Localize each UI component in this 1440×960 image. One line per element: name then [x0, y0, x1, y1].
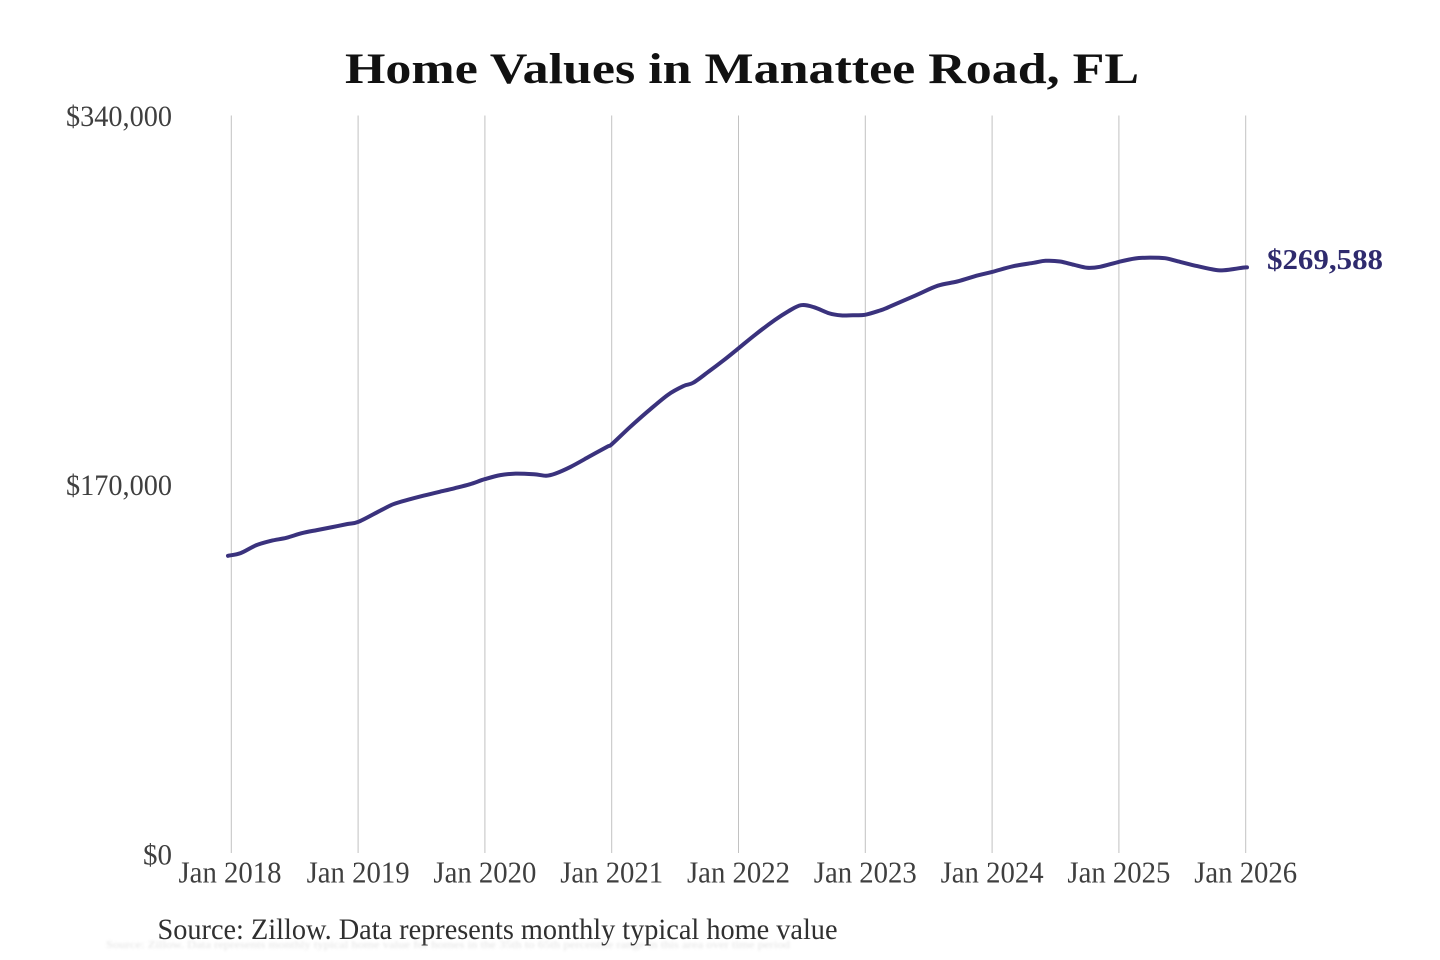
svg-text:Jan 2024: Jan 2024 — [941, 856, 1044, 890]
svg-text:Jan 2020: Jan 2020 — [433, 856, 536, 890]
svg-text:Source: Zillow. Data represent: Source: Zillow. Data represents monthly … — [158, 913, 838, 946]
svg-text:$340,000: $340,000 — [66, 100, 172, 133]
svg-text:$269,588: $269,588 — [1267, 244, 1383, 276]
svg-text:Jan 2021: Jan 2021 — [560, 856, 663, 890]
svg-text:Jan 2019: Jan 2019 — [307, 856, 410, 890]
svg-text:Jan 2026: Jan 2026 — [1194, 856, 1297, 890]
svg-text:Jan 2018: Jan 2018 — [179, 856, 282, 890]
svg-text:Home Values in Manattee Road,: Home Values in Manattee Road, FL — [345, 46, 1139, 93]
svg-text:Jan 2023: Jan 2023 — [814, 856, 917, 890]
svg-text:Source: Zillow. Data represent: Source: Zillow. Data represents monthly … — [106, 940, 791, 951]
svg-text:$0: $0 — [143, 838, 172, 871]
svg-text:Jan 2022: Jan 2022 — [687, 856, 790, 890]
svg-text:$170,000: $170,000 — [66, 469, 172, 502]
svg-text:Jan 2025: Jan 2025 — [1067, 856, 1170, 890]
